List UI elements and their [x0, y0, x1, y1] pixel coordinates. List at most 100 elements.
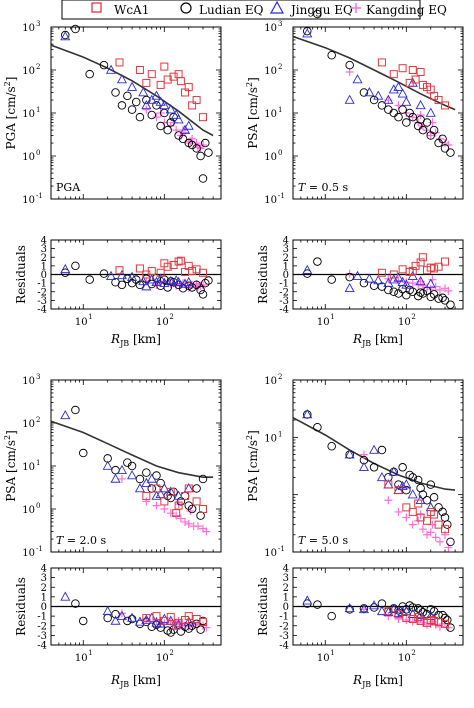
- residual-point-jinggu-eq: [171, 275, 182, 285]
- y-tick-exponent: 2: [36, 416, 40, 424]
- residual-tick-label: 1: [41, 592, 47, 603]
- point-wca1: [416, 67, 425, 76]
- point-ludian-eq: [313, 422, 322, 432]
- y-tick-label: 10: [264, 548, 277, 559]
- residual-tick-label: -2: [37, 621, 47, 632]
- point-kangding-eq: [181, 517, 190, 526]
- residual-point-ludian-eq: [169, 278, 178, 287]
- x-tick-exponent: 1: [330, 313, 334, 321]
- point-kangding-eq: [202, 527, 211, 536]
- point-kangding-eq: [416, 110, 425, 119]
- point-jinggu-eq: [376, 471, 387, 482]
- y-tick-label: 10: [22, 66, 35, 77]
- point-ludian-eq: [127, 461, 137, 471]
- point-jinggu-eq: [373, 90, 384, 100]
- point-wca1: [135, 66, 144, 74]
- point-ludian-eq: [117, 101, 127, 110]
- point-wca1: [142, 492, 151, 501]
- point-wca1: [430, 510, 439, 519]
- point-ludian-eq: [196, 511, 205, 520]
- residual-point-jinggu-eq: [165, 275, 176, 286]
- residual-axis-label: Residuals: [256, 245, 270, 304]
- point-wca1: [199, 505, 208, 513]
- legend-label-kangding: Kangding EQ: [366, 3, 447, 17]
- residual-tick-label: 2: [283, 583, 289, 594]
- residual-point-ludian-eq: [440, 296, 450, 305]
- point-jinggu-eq: [401, 96, 412, 106]
- point-ludian-eq: [147, 110, 157, 120]
- residual-point-jinggu-eq: [151, 276, 162, 287]
- point-wca1: [142, 78, 151, 87]
- point-kangding-eq: [193, 522, 202, 531]
- residual-tick-label: -3: [279, 296, 289, 307]
- point-wca1: [192, 96, 201, 105]
- residual-point-jinggu-eq: [146, 274, 157, 284]
- point-kangding-eq: [152, 113, 161, 122]
- point-wca1: [408, 507, 417, 516]
- residual-point-ludian-eq: [313, 257, 322, 266]
- point-wca1: [408, 66, 417, 74]
- point-jinggu-eq: [155, 96, 166, 106]
- point-ludian-eq: [204, 148, 213, 157]
- residual-tick-label: -1: [37, 612, 47, 623]
- residual-point-ludian-eq: [201, 278, 210, 288]
- residual-point-jinggu-eq: [60, 591, 71, 601]
- residual-point-wca1: [174, 618, 183, 627]
- point-ludian-eq: [402, 485, 411, 495]
- main-axes-frame: [50, 26, 222, 200]
- point-jinggu-eq: [302, 409, 313, 419]
- point-kangding-eq: [426, 131, 435, 140]
- point-wca1: [411, 75, 420, 84]
- residual-tick-label: 4: [41, 564, 47, 575]
- point-kangding-eq: [166, 509, 175, 518]
- point-wca1: [402, 503, 411, 512]
- residual-tick-label: -2: [279, 621, 289, 632]
- residual-point-ludian-eq: [327, 611, 336, 621]
- point-kangding-eq: [186, 506, 195, 515]
- point-ludian-eq: [192, 484, 201, 493]
- point-kangding-eq: [117, 474, 126, 483]
- residual-point-kangding-eq: [418, 281, 427, 290]
- x-axis-label: RJB [km]: [110, 332, 161, 348]
- point-jinggu-eq: [352, 74, 363, 84]
- residual-tick-label: 1: [283, 261, 289, 272]
- x-tick-exponent: 1: [88, 649, 92, 657]
- point-ludian-eq: [438, 134, 447, 144]
- residual-tick-label: 0: [41, 602, 47, 613]
- residual-point-wca1: [142, 614, 151, 623]
- y-tick-exponent: 2: [36, 63, 40, 71]
- y-tick-exponent: -1: [278, 192, 285, 200]
- point-ludian-eq: [416, 115, 425, 124]
- x-tick-label: 10: [156, 317, 169, 328]
- residual-tick-label: -1: [37, 279, 47, 290]
- y-tick-label: 10: [264, 433, 277, 444]
- point-wca1: [423, 516, 432, 525]
- point-ludian-eq: [127, 105, 137, 114]
- y-tick-label: 10: [22, 152, 35, 163]
- residual-point-jinggu-eq: [60, 263, 71, 274]
- point-kangding-eq: [184, 519, 193, 528]
- legend-label-ludian: Ludian EQ: [199, 3, 264, 17]
- residual-point-ludian-eq: [446, 300, 455, 309]
- point-wca1: [441, 525, 450, 534]
- residual-point-jinggu-eq: [376, 605, 387, 616]
- point-jinggu-eq: [116, 464, 128, 474]
- y-axis-label: PSA [cm/s2]: [245, 430, 260, 502]
- residual-point-jinggu-eq: [352, 270, 363, 280]
- point-wca1: [172, 509, 181, 518]
- residual-point-jinggu-eq: [116, 610, 128, 620]
- x-tick-label: 10: [317, 653, 330, 664]
- point-ludian-eq: [327, 51, 336, 60]
- residual-point-wca1: [184, 612, 193, 621]
- point-jinggu-eq: [146, 473, 157, 483]
- point-kangding-eq: [359, 450, 368, 459]
- residual-point-ludian-eq: [327, 275, 336, 284]
- panel-label: T = 0.5 s: [298, 181, 349, 194]
- point-jinggu-eq: [102, 460, 113, 470]
- y-tick-exponent: 3: [36, 20, 40, 28]
- main-axes-frame: [292, 379, 464, 553]
- residual-point-ludian-eq: [434, 294, 443, 303]
- residual-point-ludian-eq: [71, 261, 80, 271]
- point-ludian-eq: [394, 112, 403, 122]
- residual-point-wca1: [188, 267, 197, 276]
